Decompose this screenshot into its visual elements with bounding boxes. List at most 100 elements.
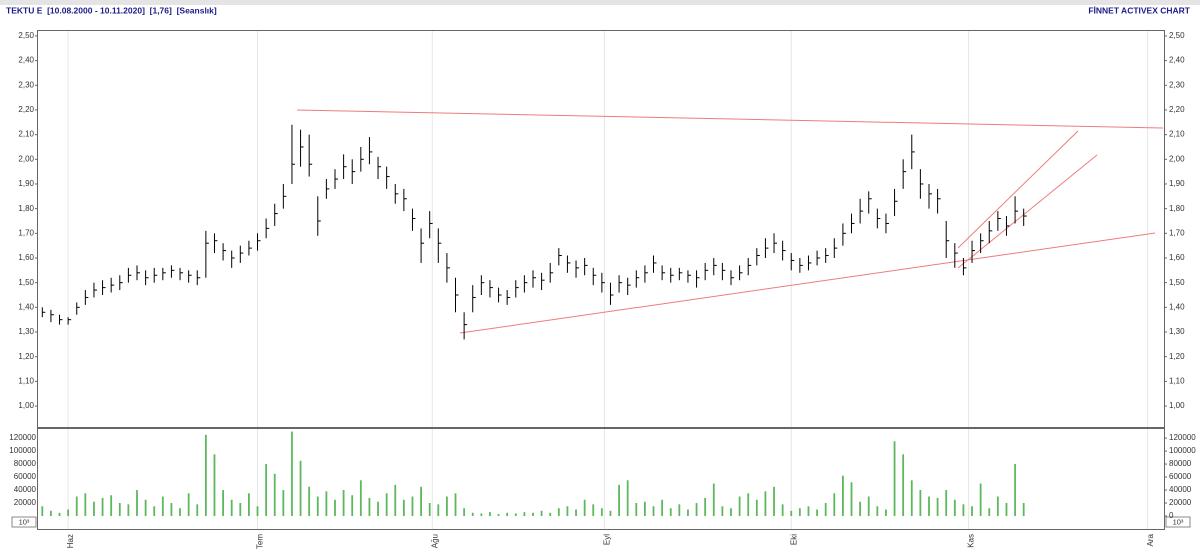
x-tick-label: Kas xyxy=(967,534,976,548)
unit-label: 10³ xyxy=(1173,517,1184,526)
y-tick-label: 1,80 xyxy=(1169,204,1185,213)
y-tick-label: 40000 xyxy=(14,485,37,494)
volume-bar xyxy=(824,503,827,517)
volume-bar xyxy=(928,496,930,517)
volume-bar xyxy=(850,482,853,517)
unit-label: 10³ xyxy=(19,517,30,526)
trend-line xyxy=(296,109,1164,129)
y-tick-label: 20000 xyxy=(1169,498,1192,507)
volume-bar xyxy=(118,503,121,517)
volume-bar xyxy=(557,508,560,517)
y-tick-label: 1,90 xyxy=(1169,179,1185,188)
volume-bar xyxy=(807,506,810,517)
volume-bar xyxy=(971,506,973,517)
y-tick-label: 1,50 xyxy=(1169,278,1185,287)
y-tick-label: 20000 xyxy=(14,498,37,507)
y-tick-label: 2,40 xyxy=(1169,56,1185,65)
volume-bar xyxy=(540,510,543,517)
volume-bar xyxy=(626,480,629,517)
volume-bar xyxy=(58,512,61,517)
y-tick-label: 80000 xyxy=(1169,459,1192,468)
volume-bar xyxy=(351,495,354,517)
volume-bar xyxy=(299,460,302,517)
volume-bar xyxy=(609,510,612,517)
volume-bar xyxy=(41,506,44,517)
volume-bar xyxy=(816,509,818,517)
volume-bar xyxy=(669,508,672,517)
volume-bar xyxy=(704,497,707,517)
price-panel xyxy=(37,30,1165,428)
volume-bar xyxy=(127,504,130,517)
volume-bar xyxy=(798,508,801,517)
x-tick-label: Haz xyxy=(66,534,75,548)
volume-bar xyxy=(222,490,224,517)
y-tick-label: 2,10 xyxy=(18,130,34,139)
y-tick-label: 100000 xyxy=(1169,446,1196,455)
volume-bar xyxy=(437,504,440,517)
volume-bar xyxy=(721,506,724,517)
volume-bar xyxy=(514,513,517,517)
volume-bar xyxy=(1022,503,1025,517)
volume-bar xyxy=(885,509,887,517)
volume-bar xyxy=(781,504,784,517)
volume-bar xyxy=(204,434,207,517)
y-tick-label: 1,20 xyxy=(18,352,34,361)
volume-bar xyxy=(428,503,431,517)
volume-bar xyxy=(790,510,793,517)
y-tick-label: 1,70 xyxy=(18,228,34,237)
trend-line xyxy=(459,232,1156,334)
volume-bar xyxy=(50,510,52,517)
volume-bar xyxy=(420,486,422,517)
chart-source: FİNNET ACTIVEX CHART xyxy=(1088,5,1190,15)
y-tick-label: 2,40 xyxy=(18,56,34,65)
volume-bar xyxy=(859,501,862,517)
volume-bar xyxy=(170,503,173,517)
volume-bar xyxy=(652,506,655,517)
volume-bar xyxy=(342,490,345,517)
y-tick-label: 2,20 xyxy=(18,105,34,114)
x-tick-label: Ağu xyxy=(430,534,439,548)
volume-bar xyxy=(93,501,95,517)
trend-line xyxy=(957,154,1098,269)
volume-bar xyxy=(730,508,732,517)
volume-bar xyxy=(945,490,948,517)
volume-bar xyxy=(661,499,664,517)
volume-bar xyxy=(446,496,448,517)
volume-bar xyxy=(230,499,233,517)
volume-bar xyxy=(480,513,483,517)
y-tick-label: 1,60 xyxy=(18,253,34,262)
y-tick-label: 120000 xyxy=(9,433,36,442)
volume-bar xyxy=(239,503,242,517)
y-tick-label: 2,50 xyxy=(1169,31,1185,40)
y-tick-label: 1,30 xyxy=(1169,327,1185,336)
y-tick-label: 2,10 xyxy=(1169,130,1185,139)
volume-bar xyxy=(1005,503,1008,517)
volume-bar xyxy=(764,491,767,517)
y-tick-label: 80000 xyxy=(14,459,37,468)
volume-bar xyxy=(575,509,577,517)
volume-bar xyxy=(394,484,397,517)
x-tick-label: Eki xyxy=(789,534,798,545)
volume-bar xyxy=(876,506,879,517)
volume-bar xyxy=(213,454,216,517)
volume-bar xyxy=(523,512,526,517)
volume-bar xyxy=(265,464,268,517)
y-tick-label: 1,00 xyxy=(1169,401,1185,410)
y-tick-label: 60000 xyxy=(1169,472,1192,481)
volume-bar xyxy=(84,493,87,517)
volume-bar xyxy=(489,512,491,517)
y-tick-label: 1,00 xyxy=(18,401,34,410)
volume-bar xyxy=(549,512,552,517)
volume-bar xyxy=(497,514,500,517)
y-tick-label: 1,30 xyxy=(18,327,34,336)
y-tick-label: 1,10 xyxy=(18,376,34,385)
y-tick-label: 2,30 xyxy=(18,80,34,89)
volume-bar xyxy=(712,483,715,517)
x-tick-label: Tem xyxy=(256,534,265,549)
y-tick-label: 2,30 xyxy=(1169,80,1185,89)
volume-bar xyxy=(256,506,259,517)
volume-bar xyxy=(282,490,285,517)
trend-lines xyxy=(296,109,1164,334)
volume-bar xyxy=(953,499,956,517)
